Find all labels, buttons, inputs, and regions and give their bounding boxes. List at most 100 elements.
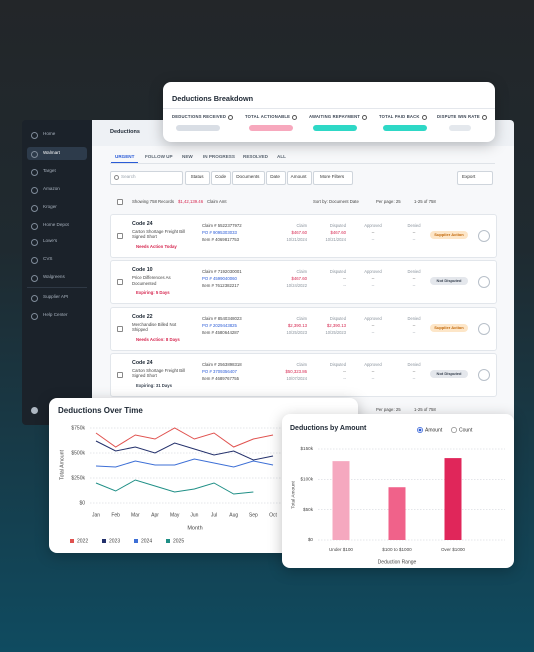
x-tick-label: Under $100 (329, 547, 353, 552)
nav-item: Amazon (43, 185, 60, 191)
nav-icon (31, 168, 38, 176)
deduction-code: Code 10 (132, 267, 153, 274)
x-tick-label: Aug (229, 512, 238, 518)
column-label: Denied (407, 269, 421, 275)
radio-dot (418, 428, 422, 432)
nav-icon (31, 186, 38, 194)
info-icon (291, 114, 297, 120)
filter-button[interactable] (286, 171, 312, 185)
checkbox (117, 371, 123, 378)
row-open-button[interactable] (478, 322, 490, 335)
metric-label: DEDUCTIONS RECEIVED (172, 114, 227, 119)
legend-label: 2025 (173, 539, 184, 545)
amount-label: Claim Amt (207, 198, 227, 204)
info-icon (481, 114, 487, 120)
column-label: Claim (296, 361, 307, 367)
legend-label: 2024 (141, 539, 152, 545)
x-tick-label: Jan (92, 512, 100, 518)
filter-button[interactable] (232, 171, 265, 185)
x-tick-label: $100 to $1000 (382, 547, 412, 552)
column-label: Denied (407, 223, 421, 228)
row-open-button[interactable] (478, 230, 490, 242)
tab[interactable]: RESOLVED (243, 154, 268, 159)
column-label: Claim (296, 269, 307, 275)
claim-number: Claim # 8540348023 (202, 315, 242, 321)
x-axis-label: Deduction Range (378, 559, 417, 565)
deduction-desc: Price Differences As Documented (132, 275, 171, 286)
tab-divider (110, 163, 495, 164)
legend-swatch (134, 539, 138, 543)
status-pill (430, 231, 468, 239)
claim-number: Claim # 7192030001 (202, 269, 242, 275)
metric-label: DISPUTE WIN RATE (437, 114, 480, 119)
column-label: Disputed (329, 269, 346, 275)
legend-swatch (70, 539, 74, 543)
legend-label: 2022 (77, 539, 88, 545)
x-tick-label: Mar (131, 512, 140, 518)
nav-item: Supplier API (43, 293, 69, 299)
nav-icon (31, 238, 38, 246)
column-date: -- (412, 375, 416, 381)
column-date: 10/25/2023 (325, 329, 347, 335)
column-date: -- (371, 375, 375, 381)
search-box[interactable] (110, 171, 183, 185)
nav-icon (31, 312, 38, 320)
nav-item: Kroger (43, 203, 57, 209)
status-label: Supplier Action (434, 324, 464, 330)
column-value: $2,390.13 (287, 322, 307, 328)
po-number: PO # 9095303033 (202, 230, 237, 235)
column-date: 10/07/2024 (286, 375, 308, 381)
column-date: -- (412, 237, 416, 242)
chart-title: Deductions Over Time (58, 406, 143, 415)
per-page: Per page: 25 (376, 198, 401, 204)
column-label: Disputed (329, 361, 346, 367)
legend-label: 2023 (109, 539, 120, 545)
column-label: Disputed (329, 315, 346, 321)
filter-button[interactable] (265, 171, 286, 185)
filter-button[interactable] (185, 171, 210, 185)
po-number: PO # 2029443825 (202, 322, 237, 328)
column-value: -- (371, 368, 375, 374)
column-date: -- (412, 329, 416, 335)
column-value: $2,390.13 (326, 322, 346, 328)
metric-label: AWAITING REPAYMENT (309, 114, 361, 119)
filter-button[interactable] (211, 171, 231, 185)
nav-icon (31, 294, 38, 302)
deduction-alert: Needs Action Today (136, 244, 177, 249)
deduction-code: Code 22 (132, 313, 153, 320)
row-open-button[interactable] (478, 276, 490, 289)
info-icon (227, 114, 233, 120)
row-open-button[interactable] (478, 368, 490, 381)
tab[interactable]: URGENT (115, 154, 135, 159)
claim-number: Claim # 2563898318 (202, 361, 242, 367)
column-label: Approved (364, 361, 382, 367)
column-date: -- (343, 283, 346, 289)
metric-bar (313, 125, 357, 131)
deduction-desc: Carton Shortage Freight Bill Signed Shor… (132, 229, 186, 240)
deduction-code: Code 24 (132, 359, 153, 366)
tab[interactable]: FOLLOW UP (145, 154, 173, 159)
tab[interactable]: ALL (277, 154, 286, 159)
column-date: -- (412, 283, 416, 289)
tab[interactable]: IN PROGRESS (203, 154, 235, 159)
metric-bar (383, 125, 427, 131)
y-axis-label: Total Amount (59, 449, 65, 480)
checkbox (117, 199, 123, 205)
filter-button[interactable] (312, 171, 353, 185)
tab[interactable]: NEW (182, 154, 193, 159)
export-button[interactable] (457, 171, 493, 185)
nav-item: Walmart (43, 149, 60, 155)
column-date: -- (343, 375, 346, 381)
metric-bar (249, 125, 293, 131)
page-title: Deductions (110, 129, 140, 135)
column-value: -- (371, 322, 375, 328)
records-amount: $1,42,139.46 (178, 198, 204, 204)
x-tick-label: May (170, 512, 180, 518)
radio[interactable] (451, 427, 457, 433)
user-avatar (31, 407, 38, 414)
line-series (95, 427, 274, 448)
records-summary: Showing 758 Records (132, 198, 175, 204)
